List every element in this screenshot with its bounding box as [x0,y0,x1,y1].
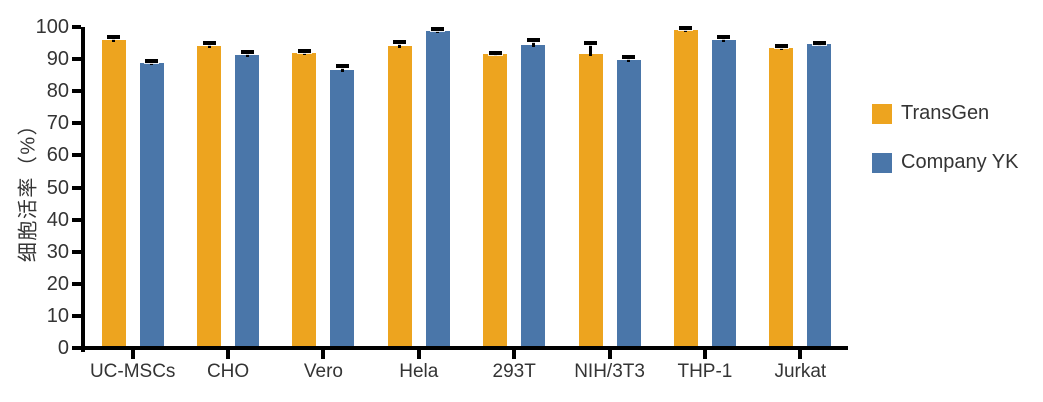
y-axis-tick-label: 90 [46,48,69,71]
error-bar-stem [302,50,306,55]
bar-Company YK-Jurkat [807,44,832,348]
error-bar-cap [297,48,311,53]
legend-item-transgen: TransGen [872,102,1018,125]
x-axis-category-label: UC-MSCs [89,361,176,382]
legend: TransGen Company YK [872,102,1018,174]
error-bar-cap [812,40,826,45]
y-axis-tick-label: 10 [46,304,69,327]
y-axis-tick [72,281,81,286]
bar-TransGen-Jurkat [769,47,794,348]
y-axis-tick-label: 30 [46,240,69,263]
error-bar-cap [679,25,693,30]
bar-Company YK-THP-1 [711,39,736,348]
y-axis-tick-label: 0 [57,337,69,359]
x-axis-tick [512,350,517,359]
error-bar-stem [627,56,631,63]
y-axis-tick-label: 40 [46,208,69,231]
legend-swatch-transgen [872,103,892,124]
x-axis-tick [702,350,707,359]
y-axis-tick [72,57,81,62]
bar-Company YK-UC-MSCs [139,62,164,348]
error-bar-stem [207,43,211,49]
x-axis-category-label: NIH/3T3 [574,361,645,382]
error-bar-cap [717,34,731,39]
error-bar-cap [240,50,254,55]
error-bar-cap [622,54,636,59]
bar-Company YK-Hela [425,31,450,348]
error-bar-stem [245,52,249,57]
x-axis-category-label: 293T [492,361,536,382]
error-bar-stem [531,39,535,48]
legend-item-company-yk: Company YK [872,151,1018,174]
error-bar-cap [488,50,502,55]
y-axis-tick [72,346,81,350]
y-axis-tick-label: 50 [46,176,69,199]
y-axis-tick-label: 80 [46,80,69,103]
x-axis-tick [798,350,803,359]
y-axis-tick-label: 60 [46,144,69,167]
y-axis-tick [72,153,81,158]
y-axis-tick [72,249,81,254]
y-axis-tick [72,25,81,29]
legend-swatch-company-yk [872,152,892,173]
error-bar-cap [584,41,598,46]
x-axis-tick [607,350,612,359]
bar-TransGen-THP-1 [673,29,698,348]
bar-TransGen-UC-MSCs [101,39,126,348]
x-axis-line [81,346,848,350]
legend-label-transgen: TransGen [901,102,990,124]
error-bar-stem [398,42,402,48]
y-axis-tick [72,185,81,190]
error-bar-cap [431,26,445,31]
error-bar-stem [340,66,344,73]
bar-TransGen-Hela [387,45,412,348]
error-bar-cap [145,58,159,63]
y-axis-tick-label: 20 [46,272,69,295]
bar-TransGen-Vero [292,53,317,348]
bar-TransGen-NIH/3T3 [578,53,603,348]
error-bar-stem [722,36,726,42]
y-axis-tick [72,89,81,94]
y-axis-line [81,27,85,352]
bar-Company YK-293T [521,45,546,348]
error-bar-cap [774,43,788,48]
error-bar-stem [112,37,116,42]
y-axis-tick [72,313,81,318]
bar-Company YK-NIH/3T3 [616,60,641,348]
x-axis-category-label: CHO [206,361,250,382]
x-axis-tick [321,350,326,359]
x-axis-category-label: Hela [399,361,439,382]
error-bar-cap [526,37,540,42]
error-bar-cap [202,41,216,46]
error-bar-stem [436,28,440,34]
error-bar-cap [107,35,121,40]
error-bar-cap [335,64,349,69]
y-axis-tick-label: 70 [46,112,69,135]
x-axis-tick [226,350,231,359]
bar-Company YK-CHO [235,54,260,348]
x-axis-category-label: THP-1 [677,361,733,382]
error-bar-cap [393,40,407,45]
legend-label-company-yk: Company YK [901,151,1019,173]
y-axis-tick [72,121,81,126]
x-axis-category-label: Jurkat [774,361,827,382]
bar-TransGen-293T [483,54,508,348]
bar-Company YK-Vero [330,70,355,348]
x-axis-tick [416,350,421,359]
x-axis-tick [130,350,135,359]
error-bar-stem [589,43,593,56]
y-axis-tick-label: 100 [35,16,69,38]
bar-TransGen-CHO [197,46,222,348]
x-axis-category-label: Vero [303,361,343,382]
y-axis-tick [72,217,81,222]
